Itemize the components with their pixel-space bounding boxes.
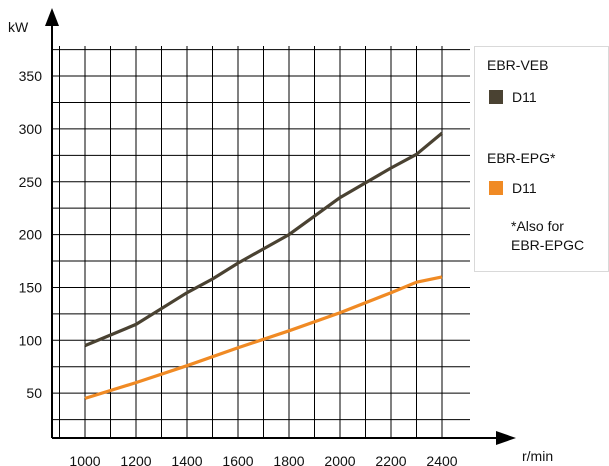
legend-label-epg-d11: D11 bbox=[512, 180, 537, 196]
x-tick-label: 2200 bbox=[375, 453, 406, 466]
legend-group-ebr-epg: EBR-EPG* bbox=[487, 150, 556, 166]
x-tick-label: 1200 bbox=[120, 453, 151, 466]
legend-swatch-veb bbox=[489, 90, 503, 104]
x-axis-label: r/min bbox=[522, 448, 553, 464]
legend: EBR-VEB D11 EBR-EPG* D11 *Also for EBR-E… bbox=[474, 46, 609, 272]
x-axis-arrow bbox=[496, 431, 516, 445]
series-layer bbox=[84, 131, 444, 400]
legend-swatch-epg bbox=[489, 181, 503, 195]
y-tick-label: 150 bbox=[19, 279, 43, 295]
y-tick-label: 250 bbox=[19, 174, 43, 190]
y-axis-arrow bbox=[45, 8, 59, 26]
grid bbox=[52, 46, 470, 438]
x-tick-label: 1000 bbox=[69, 453, 100, 466]
x-tick-label: 1400 bbox=[171, 453, 202, 466]
legend-entry-veb-d11: D11 bbox=[489, 89, 537, 105]
series-line-1 bbox=[84, 275, 443, 400]
y-axis-label: kW bbox=[8, 19, 29, 35]
legend-entry-epg-d11: D11 bbox=[489, 180, 537, 196]
x-tick-label: 2400 bbox=[426, 453, 457, 466]
x-tick-label: 2000 bbox=[324, 453, 355, 466]
y-tick-label: 300 bbox=[19, 121, 43, 137]
y-tick-label: 350 bbox=[19, 68, 43, 84]
x-tick-label: 1600 bbox=[222, 453, 253, 466]
legend-note-line-2: EBR-EPGC bbox=[511, 237, 585, 253]
tick-labels: 1000 1200 1400 1600 1800 2000 2200 2400 50 100 150… bbox=[19, 68, 458, 466]
legend-label-veb-d11: D11 bbox=[512, 89, 537, 105]
y-tick-label: 100 bbox=[19, 332, 43, 348]
legend-group-ebr-veb: EBR-VEB bbox=[487, 57, 549, 73]
x-tick-label: 1800 bbox=[273, 453, 304, 466]
legend-note-line-1: *Also for bbox=[511, 218, 564, 234]
axes bbox=[45, 8, 516, 445]
series-line-0 bbox=[84, 131, 444, 348]
y-tick-label: 50 bbox=[26, 385, 42, 401]
y-tick-label: 200 bbox=[19, 227, 43, 243]
